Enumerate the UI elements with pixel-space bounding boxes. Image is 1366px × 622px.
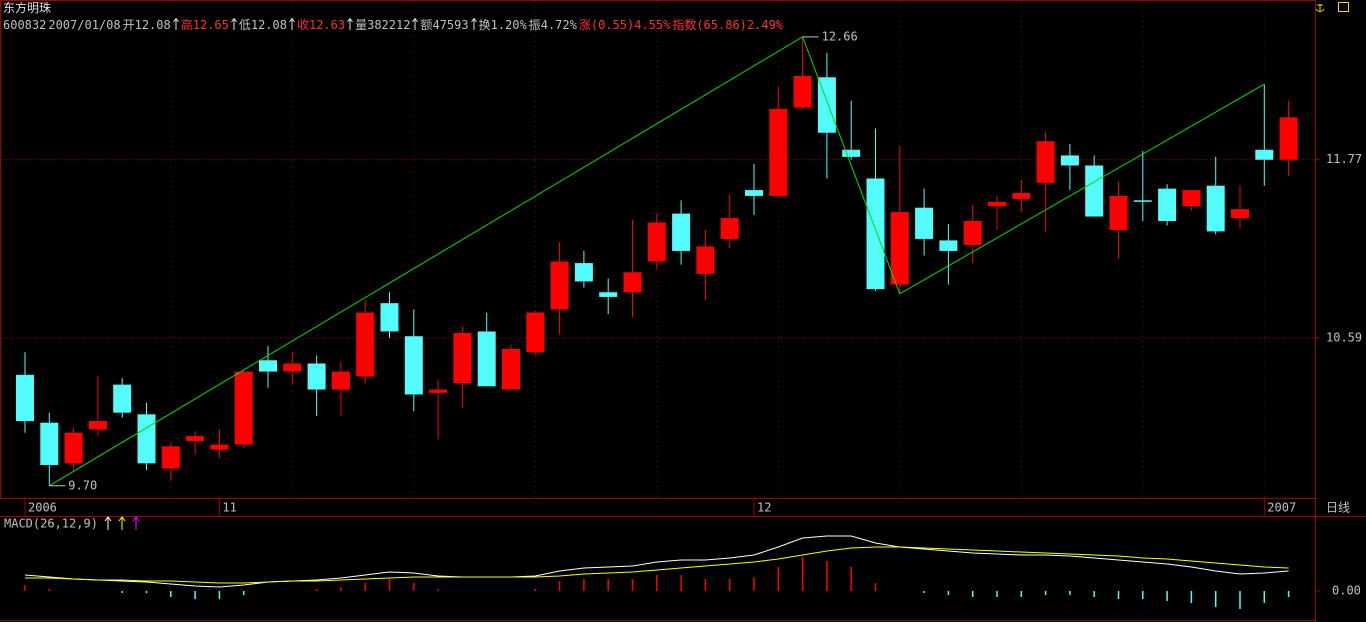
- candle-body: [307, 363, 326, 390]
- candle-body: [550, 261, 569, 310]
- candle-body: [842, 149, 861, 157]
- candle-body: [1255, 149, 1274, 160]
- candle-body: [793, 75, 812, 108]
- candle-body: [186, 436, 205, 442]
- candle-body: [64, 432, 83, 464]
- quote-field: 高12.65: [180, 18, 229, 32]
- candle-body: [963, 220, 982, 245]
- candle-body: [113, 384, 132, 413]
- candle-body: [866, 178, 885, 290]
- candle-body: [1036, 141, 1055, 183]
- candle-body: [1279, 117, 1298, 160]
- up-arrow: [230, 17, 237, 30]
- candle-body: [259, 360, 277, 372]
- candle-body: [380, 303, 399, 332]
- candle-body: [696, 246, 715, 274]
- candle-body: [502, 348, 520, 390]
- candle-body: [210, 444, 229, 450]
- window-icon[interactable]: [1338, 2, 1349, 12]
- candle-body: [234, 371, 253, 445]
- candle-body: [477, 331, 496, 387]
- macd-title: MACD(26,12,9): [4, 517, 98, 531]
- quote-field: 开12.08: [122, 18, 171, 32]
- quote-info: 600832 2007/01/08 开12.08 高12.65 低12.08 收12.63…: [3, 17, 785, 34]
- candle-body: [769, 108, 788, 196]
- quote-field: 低12.08: [238, 18, 287, 32]
- macd-line: [24, 535, 1289, 588]
- candle-body: [574, 263, 593, 282]
- x-tick-label: 2006: [28, 501, 57, 515]
- candle-body: [1060, 155, 1079, 166]
- x-tick-label: 11: [222, 501, 236, 515]
- period-label: 日线: [1326, 501, 1350, 515]
- trend-line: [49, 36, 1265, 487]
- header: 东方明珠 600832 2007/01/08 开12.08 高12.65 低12.08 收…: [3, 0, 785, 34]
- candle-body: [1158, 188, 1177, 221]
- quote-field: 振4.72%: [528, 18, 577, 32]
- candle-body: [647, 222, 666, 262]
- quote-field: 换1.20%: [478, 18, 527, 32]
- annotation-label: 9.70: [68, 478, 97, 492]
- up-arrow: [172, 17, 179, 30]
- candle-body: [283, 363, 302, 372]
- quote-field: 指数(65.86)2.49%: [672, 18, 784, 32]
- x-tick-label: 12: [757, 501, 771, 515]
- indicator-arrow: [104, 516, 112, 530]
- y-tick-label: 11.77: [1326, 152, 1362, 166]
- annotation-label: 12.66: [822, 29, 858, 43]
- candle-body: [1012, 193, 1031, 199]
- up-arrow: [289, 17, 295, 30]
- candle-body: [672, 213, 691, 251]
- candle-body: [1206, 185, 1225, 232]
- candle-body: [1085, 165, 1104, 217]
- candle-body: [623, 272, 642, 293]
- quote-field: 2007/01/08: [48, 18, 121, 32]
- y-tick-label: 10.59: [1326, 330, 1362, 344]
- y-tick-label: 0.00: [1332, 584, 1361, 598]
- candle-body: [453, 333, 472, 383]
- candle-body: [16, 374, 34, 422]
- toolbar-icons[interactable]: [1315, 2, 1349, 13]
- quote-field: 收12.63: [296, 18, 346, 32]
- stock-name: 东方明珠: [3, 1, 52, 15]
- candle-body: [88, 421, 107, 430]
- candle-body: [915, 207, 934, 239]
- quote-field: 量382212: [355, 18, 411, 32]
- candle-body: [331, 371, 350, 390]
- candle-body: [1133, 200, 1152, 202]
- candle-body: [988, 201, 1006, 207]
- candle-body: [745, 190, 763, 196]
- candle-body: [404, 336, 423, 395]
- candle-body: [429, 389, 448, 393]
- candle-body: [137, 414, 156, 464]
- candle-body: [356, 312, 375, 377]
- candle-body: [40, 422, 59, 466]
- candle-body: [161, 446, 180, 469]
- quote-field: 600832: [3, 18, 47, 32]
- quote-field: 额47593: [420, 18, 469, 32]
- anchor-icon[interactable]: [1315, 4, 1325, 12]
- quote-field: 涨(0.55)4.55%: [578, 18, 671, 32]
- candle-body: [1182, 190, 1201, 207]
- candle-body: [526, 312, 545, 353]
- up-arrow: [470, 17, 477, 30]
- x-tick-label: 2007: [1267, 501, 1296, 515]
- candle-body: [890, 212, 909, 285]
- up-arrow: [412, 17, 419, 30]
- candle-body: [1231, 209, 1249, 219]
- indicator-arrow: [118, 516, 126, 530]
- candle-body: [720, 218, 739, 239]
- up-arrow: [347, 17, 354, 30]
- candle-body: [599, 292, 618, 297]
- macd-line: [25, 546, 1289, 584]
- candle-body: [817, 77, 836, 133]
- candle-body: [939, 240, 958, 251]
- candle-body: [1109, 195, 1128, 230]
- indicator-arrow: [132, 516, 140, 530]
